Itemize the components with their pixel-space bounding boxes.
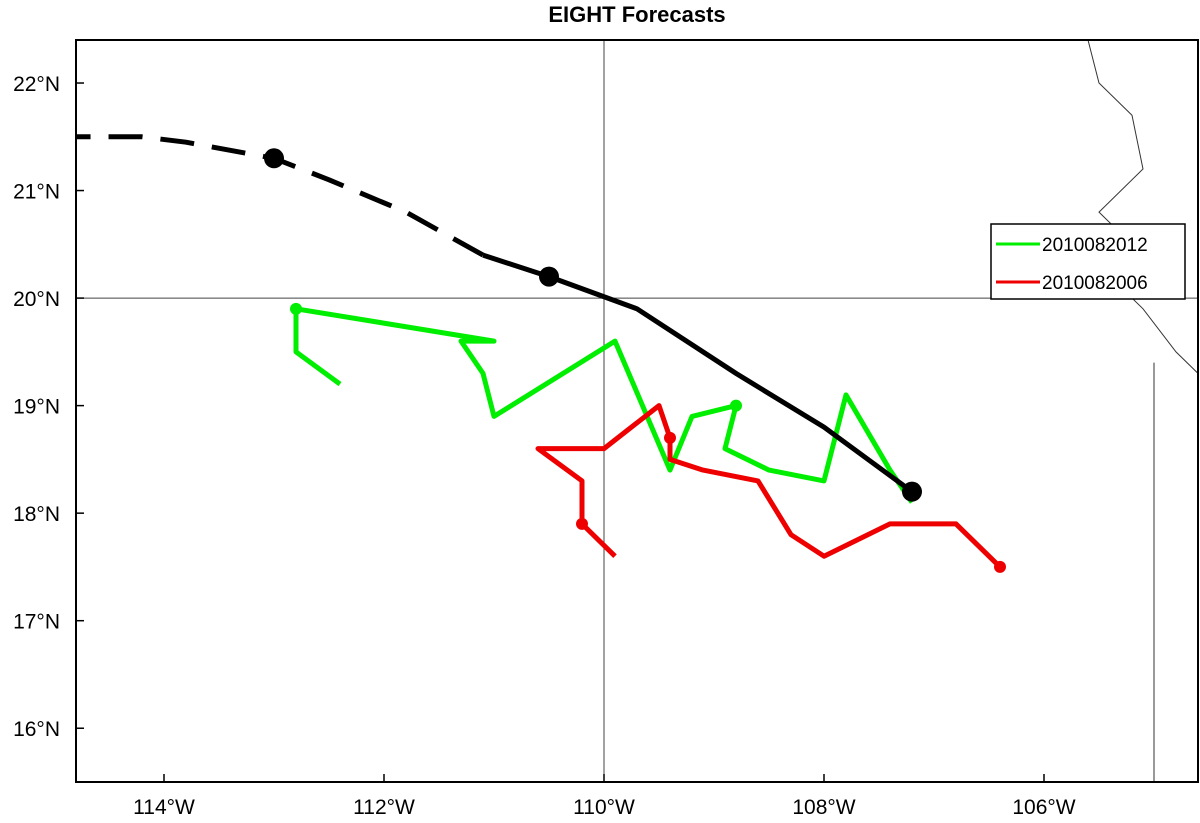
y-tick-label: 21°N [13, 181, 60, 204]
coastline [1087, 39, 1199, 374]
y-tick-label: 20°N [13, 288, 60, 311]
axis-ticks: 114°W 112°W 110°W 108°W 106°W 22°N 21°N 20°N 19°… [13, 73, 1076, 819]
x-tick-label: 112°W [353, 796, 415, 819]
x-tick-label: 108°W [792, 796, 855, 819]
y-tick-label: 18°N [13, 503, 60, 526]
marker-2010082006 [664, 431, 676, 444]
marker-observed [264, 148, 284, 169]
y-tick-label: 19°N [13, 396, 60, 419]
legend-box [990, 223, 1186, 300]
chart-title: EIGHT Forecasts [548, 2, 725, 27]
marker-2010082006 [994, 560, 1006, 573]
marker-2010082006 [576, 517, 588, 530]
marker-2010082012 [290, 302, 302, 315]
marker-observed [902, 481, 922, 502]
marker-observed [539, 266, 559, 287]
y-tick-label: 16°N [13, 718, 60, 741]
y-tick-label: 17°N [13, 611, 60, 634]
observed-track [482, 252, 914, 494]
track-2010082012 [293, 306, 915, 504]
plot-frame [75, 39, 1199, 783]
x-tick-label: 114°W [133, 796, 195, 819]
y-tick-label: 22°N [13, 73, 60, 96]
plot-area [76, 39, 1199, 782]
legend-label-2010082006: 2010082006 [1042, 273, 1148, 294]
x-tick-label: 106°W [1012, 796, 1075, 819]
marker-2010082012 [730, 399, 742, 412]
track-2010082006 [535, 403, 1002, 569]
legend: 2010082012 2010082006 [990, 223, 1186, 300]
legend-label-2010082012: 2010082012 [1042, 235, 1148, 256]
x-tick-label: 110°W [573, 796, 635, 819]
